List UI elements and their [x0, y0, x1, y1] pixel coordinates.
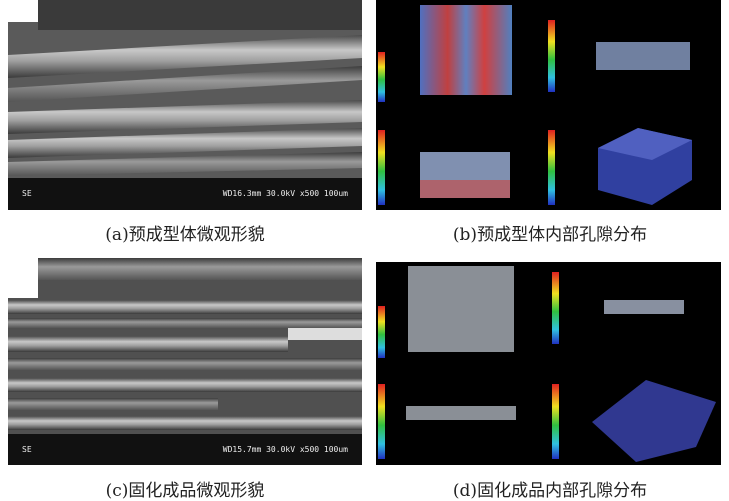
sem-label: WD16.3mm 30.0kV x500 100um	[223, 189, 348, 198]
figure-page: SE WD16.3mm 30.0kV x500 100um (a)预成型体微观形…	[0, 0, 729, 501]
ct-image-d	[376, 262, 721, 465]
sem-label: WD15.7mm 30.0kV x500 100um	[223, 445, 348, 454]
sem-label: SE	[22, 189, 32, 198]
ct-image-b	[376, 0, 721, 210]
sem-image-a: SE WD16.3mm 30.0kV x500 100um	[8, 0, 362, 210]
caption: (d)固化成品内部孔隙分布	[370, 476, 729, 501]
caption: (b)预成型体内部孔隙分布	[370, 220, 729, 245]
caption: (a)预成型体微观形貌	[5, 220, 365, 245]
sem-label: SE	[22, 445, 32, 454]
caption: (c)固化成品微观形貌	[5, 476, 365, 501]
sem-image-c: SE WD15.7mm 30.0kV x500 100um	[8, 258, 362, 465]
